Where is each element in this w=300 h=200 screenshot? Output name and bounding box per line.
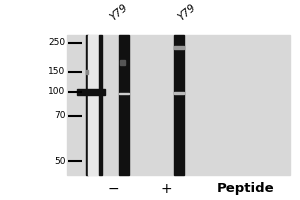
Bar — [88, 35, 98, 175]
Bar — [86, 70, 88, 74]
Bar — [174, 92, 184, 94]
Text: 250: 250 — [48, 38, 65, 47]
Text: Peptide: Peptide — [216, 182, 274, 195]
Text: 150: 150 — [48, 67, 65, 76]
Text: 50: 50 — [54, 157, 65, 166]
Bar — [120, 60, 125, 65]
Text: 70: 70 — [54, 111, 65, 120]
Bar — [119, 93, 129, 94]
Text: Y79: Y79 — [176, 2, 198, 23]
Bar — [174, 46, 184, 49]
Text: −: − — [107, 182, 119, 196]
Bar — [77, 89, 104, 95]
Bar — [99, 35, 102, 175]
Bar — [174, 35, 184, 175]
Text: +: + — [160, 182, 172, 196]
Bar — [86, 35, 88, 175]
Text: Y79: Y79 — [108, 2, 130, 23]
Bar — [119, 35, 129, 175]
Bar — [67, 35, 290, 175]
Text: 100: 100 — [48, 87, 65, 96]
